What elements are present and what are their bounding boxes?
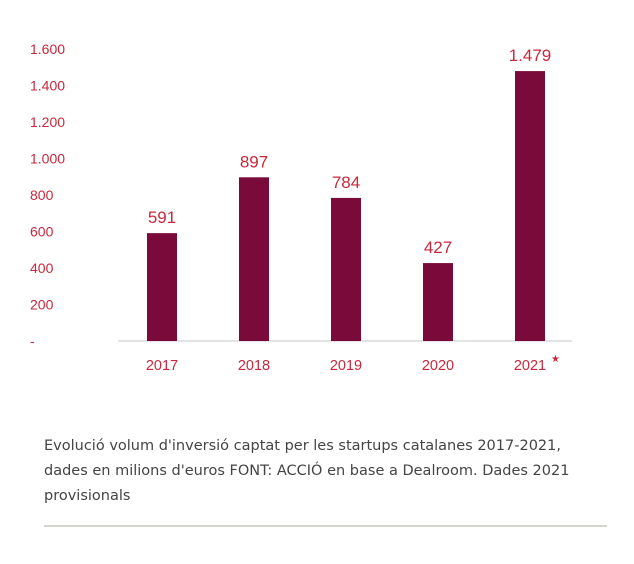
caption-line-3: provisionals [44, 488, 131, 504]
bar-chart: - 200 400 600 800 1.000 1.200 1.400 1.600 591 2017… [30, 41, 572, 374]
category-label-2021: 2021 [514, 358, 546, 374]
value-label-2018: 897 [240, 152, 268, 171]
caption-divider [44, 525, 607, 527]
y-tick-label: 1.600 [30, 41, 65, 57]
caption-line-1: Evolució volum d'inversió captat per les… [44, 438, 561, 454]
category-label-2018: 2018 [238, 358, 270, 374]
bar-2019 [331, 197, 361, 341]
value-label-2017: 591 [148, 208, 176, 227]
value-label-2020: 427 [424, 238, 452, 257]
bar-2020 [423, 263, 453, 341]
y-tick-label: 1.000 [30, 151, 65, 167]
y-tick-label: 600 [30, 224, 54, 240]
bar-2018 [239, 177, 269, 341]
provisional-star-icon: ★ [551, 354, 560, 365]
value-label-2021: 1.479 [509, 46, 552, 65]
y-tick-label: 1.400 [30, 78, 65, 94]
category-label-2019: 2019 [330, 358, 362, 374]
category-label-2017: 2017 [146, 358, 178, 374]
y-tick-label: 800 [30, 187, 54, 203]
y-tick-label: 1.200 [30, 114, 65, 130]
category-label-2020: 2020 [422, 358, 454, 374]
bar-2021 [515, 71, 545, 342]
y-tick-label: 200 [30, 297, 54, 313]
chart-caption: Evolució volum d'inversió captat per les… [44, 434, 604, 509]
y-tick-label: - [30, 333, 35, 349]
caption-line-2: dades en milions d'euros FONT: ACCIÓ en … [44, 463, 570, 479]
y-tick-label: 400 [30, 260, 54, 276]
value-label-2019: 784 [332, 173, 360, 192]
bar-2017 [147, 233, 177, 341]
